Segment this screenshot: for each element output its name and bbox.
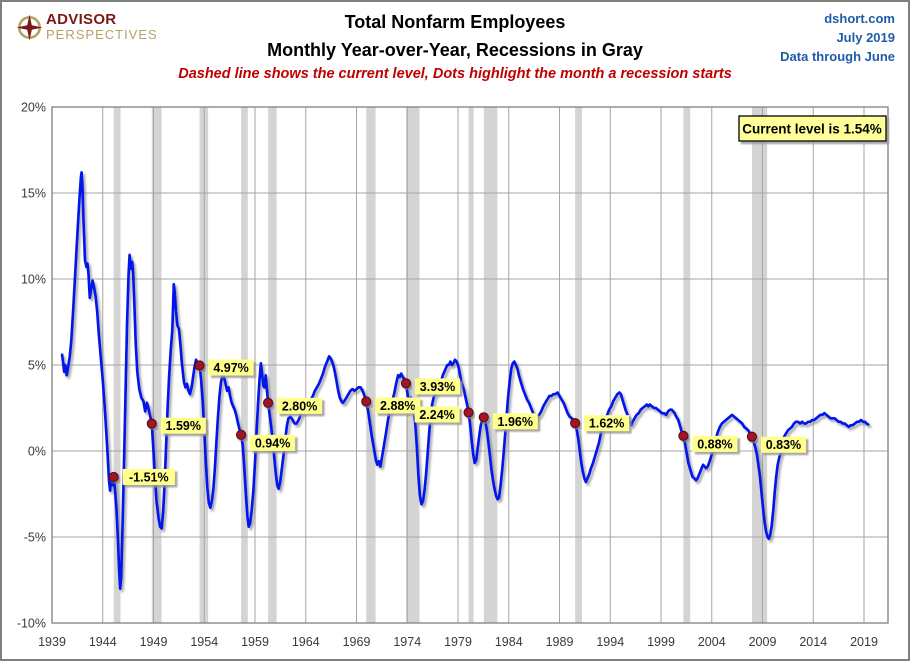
logo-perspectives-text: PERSPECTIVES [46,27,158,42]
plot-border [51,106,889,624]
compass-star-icon [16,14,43,41]
recession-dot [146,418,157,429]
y-axis-tick-label: 10% [21,273,46,287]
x-axis-tick-label: 2004 [698,635,726,649]
dot-label-bg [492,413,538,430]
dot-label: 4.97% [208,359,254,376]
recession-dot [570,418,581,429]
x-axis-tick-label: 2014 [799,635,827,649]
y-axis-tick-label: 5% [28,359,46,373]
dot-label-text: 1.96% [498,415,533,429]
source-site: dshort.com [824,11,895,26]
dot-label-text: 0.83% [766,438,801,452]
dot-label: 1.62% [584,415,630,432]
y-axis-tick-label: -5% [24,531,46,545]
x-axis-tick-label: 2019 [850,635,878,649]
dot-label-bg [277,397,323,414]
recession-dot [400,378,412,389]
recession-dot [235,429,247,440]
dot-label-bg [208,359,254,376]
dot-label: 2.88% [375,397,421,414]
x-axis-tick-label: 1939 [38,635,66,649]
page-subtitle-line: Monthly Year-over-Year, Recessions in Gr… [267,40,643,60]
dot-label-bg [375,397,421,414]
recession-dot [463,407,474,418]
current-level-box: Current level is 1.54% [738,115,887,142]
dot-label-bg [414,406,460,423]
recession-dot [108,471,119,483]
x-axis-tick-label: 1959 [241,635,269,649]
x-axis-tick-label: 1999 [647,635,675,649]
dot-label-text: 0.94% [255,436,290,450]
source-note: Data through June [780,48,895,64]
y-axis-tick-label: 20% [21,101,46,115]
x-axis-tick-label: 1949 [140,635,168,649]
chart-annotation-note: Dashed line shows the current level, Dot… [178,66,732,82]
dot-label-text: 2.80% [282,399,317,413]
x-axis-tick-label: 1974 [393,635,421,649]
y-axis-tick-label: -10% [17,617,46,631]
dot-label-text: 3.93% [420,380,455,394]
recession-dot [262,397,274,408]
recession-dot [194,360,205,371]
recession-dot [361,396,372,407]
dot-label-text: 1.62% [589,417,624,431]
dot-label-bg [160,417,206,434]
advisor-perspectives-logo: ADVISOR PERSPECTIVES [16,12,158,41]
x-axis-tick-label: 1989 [546,635,574,649]
x-axis-tick-label: 1964 [292,635,320,649]
x-axis-tick-label: 1969 [343,635,371,649]
x-axis-tick-label: 1954 [190,635,218,649]
dot-label: 0.83% [760,436,806,453]
dot-label-bg [760,436,806,453]
dot-label-bg [250,434,296,451]
y-axis-tick-label: 0% [28,445,46,459]
dot-label: -1.51% [122,468,175,485]
dot-label: 0.88% [692,435,738,452]
recession-dot [478,412,489,423]
recession-dot [746,431,758,442]
source-block: dshort.com July 2019 Data through June [780,10,895,67]
dot-label-bg [584,415,630,432]
x-axis-tick-label: 1984 [495,635,523,649]
dot-label-bg [692,435,738,452]
current-level-box-bg [738,115,887,142]
dot-label: 2.24% [414,406,460,423]
dot-label-bg [122,468,175,485]
dot-label-text: 1.59% [166,419,201,433]
dot-label: 3.93% [415,378,461,395]
dot-label-text: 4.97% [213,361,248,375]
x-axis-tick-label: 1979 [444,635,472,649]
dot-label-text: 2.88% [380,399,415,413]
dot-label: 1.59% [160,417,206,434]
x-axis-tick-label: 1944 [89,635,117,649]
source-date: July 2019 [836,29,895,45]
recession-dot [678,430,689,441]
dot-label-text: -1.51% [129,470,169,484]
dot-label: 0.94% [250,434,296,451]
logo-advisor-text: ADVISOR [46,11,117,28]
page-title: Total Nonfarm Employees [344,12,566,32]
chart-titles: Total Nonfarm Employees Monthly Year-ove… [122,12,788,82]
x-axis-tick-label: 2009 [749,635,777,649]
dot-label-bg [415,378,461,395]
x-axis-tick-label: 1994 [596,635,624,649]
y-axis-tick-label: 15% [21,187,46,201]
dot-label: 1.96% [492,413,538,430]
current-level-box-text: Current level is 1.54% [742,122,882,137]
dot-label-text: 0.88% [697,437,732,451]
dot-label: 2.80% [277,397,323,414]
logo-text: ADVISOR PERSPECTIVES [46,12,158,41]
dot-label-text: 2.24% [419,408,454,422]
